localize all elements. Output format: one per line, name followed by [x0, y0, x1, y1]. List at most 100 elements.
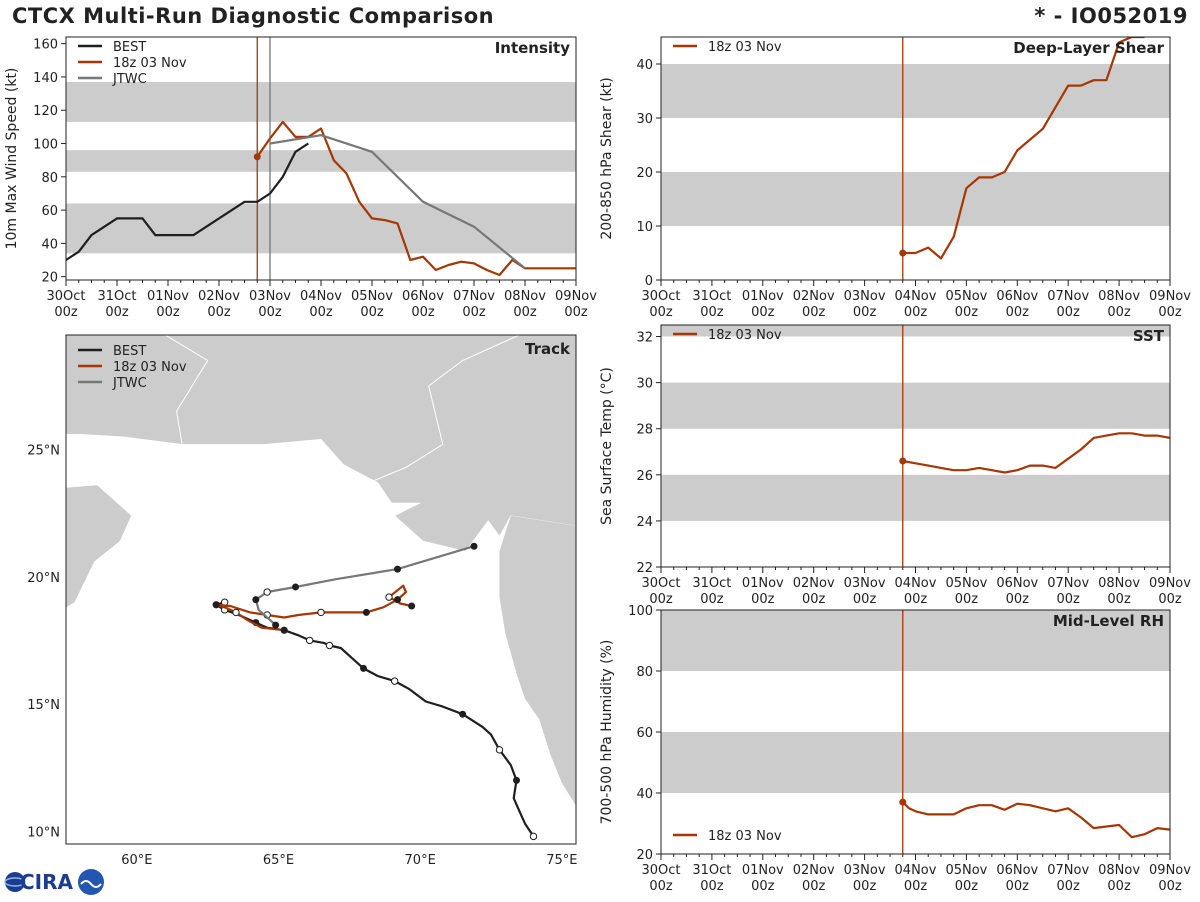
track-fix-point — [272, 621, 280, 629]
xtick-label-line: 00z — [853, 592, 877, 607]
xtick-label-line: 00z — [564, 305, 588, 320]
intensity-ytick-label: 140 — [33, 71, 58, 86]
xtick-label-line: 00z — [1158, 305, 1182, 320]
intensity-series-jtwc — [269, 134, 526, 270]
intensity-xtick-label: 02Nov 00z — [198, 289, 240, 320]
track-fix-point-open — [263, 588, 271, 596]
rh-xtick-label: 03Nov 00z — [844, 863, 886, 894]
track-fix-point — [362, 608, 370, 616]
xtick-label-line: 01Nov — [742, 576, 784, 591]
sst-xtick-label: 02Nov 00z — [793, 576, 835, 607]
xtick-label-line: 07Nov — [1047, 576, 1089, 591]
rh-ytick-label: 40 — [636, 787, 653, 802]
track-xtick-label: 60°E — [121, 853, 152, 868]
shear-xtick-label: 31Oct 00z — [692, 289, 731, 320]
xtick-label-line: 31Oct — [97, 289, 136, 304]
xtick-label-line: 08Nov — [1098, 576, 1140, 591]
xtick-label-line: 00z — [1107, 879, 1131, 894]
track-ytick-label: 10°N — [27, 825, 60, 840]
sst-series-18z-03-nov — [902, 432, 1170, 474]
sst-ytick-label: 26 — [636, 469, 653, 484]
xtick-label-line: 00z — [1057, 879, 1081, 894]
track-fix-point — [513, 776, 520, 784]
track-fix-point — [459, 710, 467, 718]
xtick-label-line: 00z — [462, 305, 486, 320]
xtick-label-line: 00z — [513, 305, 537, 320]
xtick-label-line: 31Oct — [692, 576, 731, 591]
xtick-label-line: 00z — [649, 592, 673, 607]
xtick-label-line: 00z — [1107, 305, 1131, 320]
rh-xtick-label: 01Nov 00z — [742, 863, 784, 894]
land-asia — [66, 335, 576, 552]
logo-graphic — [4, 869, 104, 895]
shear-series-start-point — [899, 249, 907, 257]
xtick-label-line: 00z — [700, 592, 724, 607]
intensity-band-0 — [66, 203, 576, 254]
intensity-xtick-label: 31Oct 00z — [97, 289, 136, 320]
rh-xtick-label: 07Nov 00z — [1047, 863, 1089, 894]
shear-xtick-label: 05Nov 00z — [945, 289, 987, 320]
rh-plot — [661, 610, 1170, 854]
track-fix-point-open — [232, 608, 240, 617]
shear-band-0 — [661, 172, 1170, 226]
rh-ytick-label: 100 — [628, 604, 653, 619]
intensity-y-axis-label: 10m Max Wind Speed (kt) — [4, 68, 20, 250]
xtick-label-line: 00z — [1057, 305, 1081, 320]
sst-xtick-label: 30Oct 00z — [641, 576, 680, 607]
intensity-xtick-label: 06Nov 00z — [402, 289, 444, 320]
xtick-label-line: 03Nov — [844, 576, 886, 591]
shear-title: Deep-Layer Shear — [1013, 39, 1164, 57]
track-ytick-label: 25°N — [27, 444, 60, 459]
shear-xtick-label: 02Nov 00z — [793, 289, 835, 320]
xtick-label-line: 02Nov — [793, 576, 835, 591]
xtick-label-line: 30Oct — [46, 289, 85, 304]
logo-seal-icon — [78, 869, 104, 895]
xtick-label-line: 00z — [955, 305, 979, 320]
intensity-legend-label: JTWC — [112, 72, 147, 87]
track-fix-point-open — [495, 746, 504, 754]
shear-ytick-label: 20 — [636, 166, 653, 181]
xtick-label-line: 00z — [802, 879, 826, 894]
xtick-label-line: 00z — [411, 305, 435, 320]
xtick-label-line: 00z — [751, 879, 775, 894]
xtick-label-line: 06Nov — [402, 289, 444, 304]
shear-ytick-label: 0 — [645, 274, 653, 289]
shear-series-18z-03-nov — [902, 37, 1145, 260]
intensity-title: Intensity — [495, 39, 571, 57]
xtick-label-line: 06Nov — [996, 289, 1038, 304]
track-fix-point-open — [385, 593, 393, 601]
intensity-series-start-point — [253, 153, 261, 161]
xtick-label-line: 00z — [1006, 592, 1030, 607]
logo-text: CIRA — [20, 870, 73, 894]
intensity-ytick-label: 100 — [33, 138, 58, 153]
track-legend-label: JTWC — [112, 376, 147, 391]
xtick-label-line: 30Oct — [641, 289, 680, 304]
xtick-label-line: 00z — [904, 592, 928, 607]
cira-logo: CIRA — [4, 866, 108, 898]
rh-xtick-label: 31Oct 00z — [692, 863, 731, 894]
xtick-label-line: 09Nov — [1149, 863, 1191, 878]
rh-xtick-label: 30Oct 00z — [641, 863, 680, 894]
track-ytick-label: 15°N — [27, 698, 60, 713]
track-fix-point — [394, 596, 401, 604]
land-oman — [66, 485, 132, 608]
shear-ytick-label: 40 — [636, 58, 653, 73]
intensity-legend-label: BEST — [113, 40, 146, 55]
shear-plot — [661, 37, 1170, 280]
track-fix-point — [280, 626, 288, 634]
track-fix-point — [212, 601, 220, 609]
rh-xtick-label: 06Nov 00z — [996, 863, 1038, 894]
xtick-label-line: 06Nov — [996, 863, 1038, 878]
track-fix-point — [408, 602, 416, 610]
track-ytick-label: 20°N — [27, 571, 60, 586]
track-fix-point — [470, 542, 478, 550]
track-legend-label: BEST — [113, 344, 146, 359]
border-line — [369, 335, 520, 484]
sst-ytick-label: 22 — [636, 561, 653, 576]
shear-xtick-label: 01Nov 00z — [742, 289, 784, 320]
rh-title: Mid-Level RH — [1053, 612, 1164, 630]
track-fix-point-open — [305, 636, 314, 645]
sst-plot — [661, 325, 1170, 567]
xtick-label-line: 00z — [1006, 305, 1030, 320]
sst-band-0 — [661, 474, 1170, 521]
